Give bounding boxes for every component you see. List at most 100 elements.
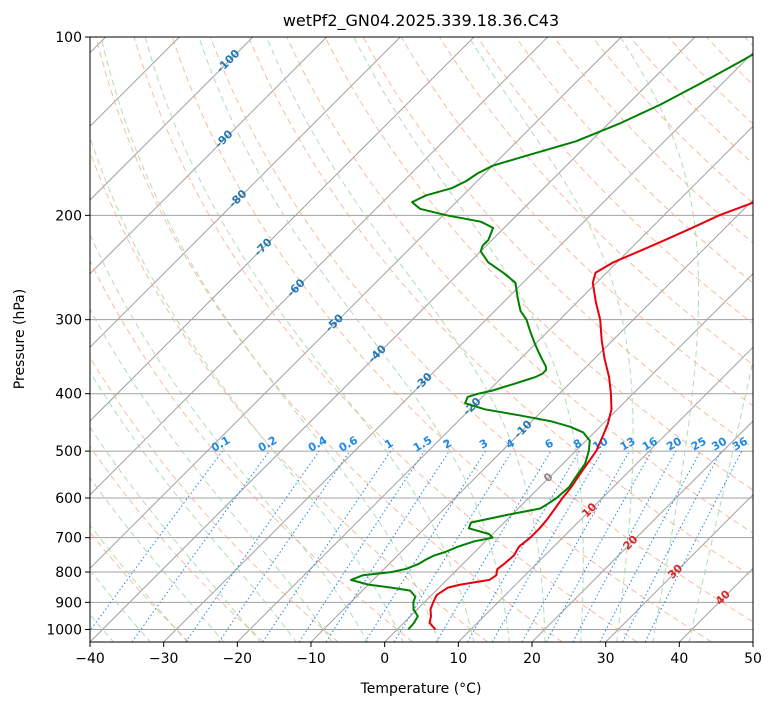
moist-adiabat-line xyxy=(90,370,297,642)
isotherm-line xyxy=(90,37,401,349)
isotherm-line xyxy=(236,125,753,642)
background-lines xyxy=(90,37,753,642)
isotherm-line xyxy=(605,493,753,642)
dry-adiabat-label: 40 xyxy=(713,587,733,607)
temperature-profile xyxy=(428,201,753,631)
isotherm-line xyxy=(90,37,328,275)
y-tick-label: 300 xyxy=(55,313,82,329)
dry-adiabat-line xyxy=(95,37,563,642)
x-tick-label: 30 xyxy=(597,651,615,667)
dry-adiabat-line xyxy=(248,37,753,578)
moist-adiabat-line xyxy=(620,37,700,642)
moist-adiabat-line xyxy=(198,37,510,642)
moist-adiabat-line xyxy=(266,37,546,642)
chart-title: wetPf2_GN04.2025.339.18.36.C43 xyxy=(283,11,559,31)
dry-adiabat-line xyxy=(210,37,753,623)
mixing-ratio-line xyxy=(393,450,513,642)
moist-adiabat-label: -80 xyxy=(226,187,249,210)
mixing-ratio-line xyxy=(435,450,552,642)
moist-adiabat-line xyxy=(100,37,440,642)
x-tick-label: 0 xyxy=(380,651,389,667)
x-tick-label: 40 xyxy=(670,651,688,667)
isotherm-line xyxy=(310,199,753,642)
profile-lines xyxy=(350,53,753,631)
moist-adiabat-line xyxy=(90,308,333,642)
mixing-ratio-line xyxy=(364,450,486,642)
moist-adiabat-line xyxy=(90,233,369,642)
x-tick-label: −10 xyxy=(296,651,326,667)
y-axis: 100 200 300 400 500 600 700 800 900 1000 xyxy=(46,30,90,638)
x-tick-label: −40 xyxy=(75,651,105,667)
y-tick-label: 1000 xyxy=(46,622,82,638)
moist-adiabat-line xyxy=(90,476,225,642)
mixing-ratio-line xyxy=(90,450,223,632)
mixing-ratio-line xyxy=(599,450,701,642)
mixing-ratio-line xyxy=(262,450,392,642)
dry-adiabat-line xyxy=(90,445,264,642)
mixing-ratio-line xyxy=(572,450,677,642)
isotherm-line xyxy=(90,37,622,570)
y-tick-label: 800 xyxy=(55,565,82,581)
isotherm-line xyxy=(752,641,753,642)
dry-adiabat-line xyxy=(90,356,339,642)
isotherm-line xyxy=(384,272,753,642)
isotherm-line xyxy=(531,420,753,642)
x-tick-label: −30 xyxy=(149,651,179,667)
dry-adiabat-label: 30 xyxy=(665,561,685,581)
moist-adiabat-line xyxy=(90,135,404,642)
isotherm-line xyxy=(163,51,753,642)
mixing-ratio-line xyxy=(185,450,320,642)
dry-adiabat-line xyxy=(706,37,753,86)
y-tick-label: 400 xyxy=(55,387,82,403)
y-tick-label: 100 xyxy=(55,30,82,46)
isotherm-line xyxy=(457,346,753,642)
isotherm-line xyxy=(90,37,696,642)
dry-adiabat-line xyxy=(133,37,638,642)
mixing-ratio-line xyxy=(325,450,450,642)
x-axis: −40 −30 −20 −10 0 10 20 30 40 50 xyxy=(75,642,762,667)
y-tick-label: 600 xyxy=(55,491,82,507)
y-axis-label: Pressure (hPa) xyxy=(12,289,28,389)
mixing-ratio-line xyxy=(131,450,270,642)
moist-adiabat-line xyxy=(90,569,152,642)
dry-adiabat-line xyxy=(324,37,753,491)
mixing-ratio-label: 6 xyxy=(543,436,556,451)
y-tick-label: 500 xyxy=(55,444,82,460)
dry-adiabat-line xyxy=(400,37,753,407)
dry-adiabat-line xyxy=(362,37,753,449)
x-tick-label: 10 xyxy=(449,651,467,667)
dry-adiabat-line xyxy=(553,37,753,244)
mixing-ratio-label: 3 xyxy=(477,437,490,452)
x-axis-label: Temperature (°C) xyxy=(360,681,482,697)
y-tick-label: 900 xyxy=(55,595,82,611)
moist-adiabat-line xyxy=(468,37,634,642)
moist-adiabat-line xyxy=(144,37,475,642)
dry-adiabat-line xyxy=(591,37,753,204)
mixing-ratio-label: 4 xyxy=(504,436,517,451)
plot-frame xyxy=(89,36,754,643)
mixing-ratio-line xyxy=(644,450,743,642)
y-tick-label: 700 xyxy=(55,531,82,547)
mixing-ratio-line xyxy=(218,450,351,642)
x-tick-label: −20 xyxy=(223,651,253,667)
isotherm-line xyxy=(90,37,475,422)
dry-adiabat-line xyxy=(171,37,712,642)
dry-adiabat-line xyxy=(90,150,488,642)
moist-adiabat-line xyxy=(688,358,753,642)
moist-adiabat-label: -50 xyxy=(323,311,346,334)
mixing-ratio-label: 2 xyxy=(441,437,454,452)
dry-adiabat-line xyxy=(90,531,190,642)
dewpoint-profile xyxy=(350,53,753,631)
isotherm-line xyxy=(678,567,753,642)
moist-adiabat-line xyxy=(90,524,188,642)
dry-adiabat-line xyxy=(744,37,753,47)
line-labels: 0.1 0.2 0.4 0.6 1 1.5 2 3 4 6 8 10 13 16 20 25 30 36-100-… xyxy=(209,47,750,608)
moist-adiabat-line xyxy=(90,426,261,642)
mixing-ratio-line xyxy=(521,450,630,642)
dry-adiabat-line xyxy=(90,259,414,642)
dry-adiabat-line xyxy=(477,37,753,325)
mixing-ratio-line xyxy=(545,450,653,642)
y-tick-label: 200 xyxy=(55,208,82,224)
x-tick-label: 50 xyxy=(744,651,762,667)
